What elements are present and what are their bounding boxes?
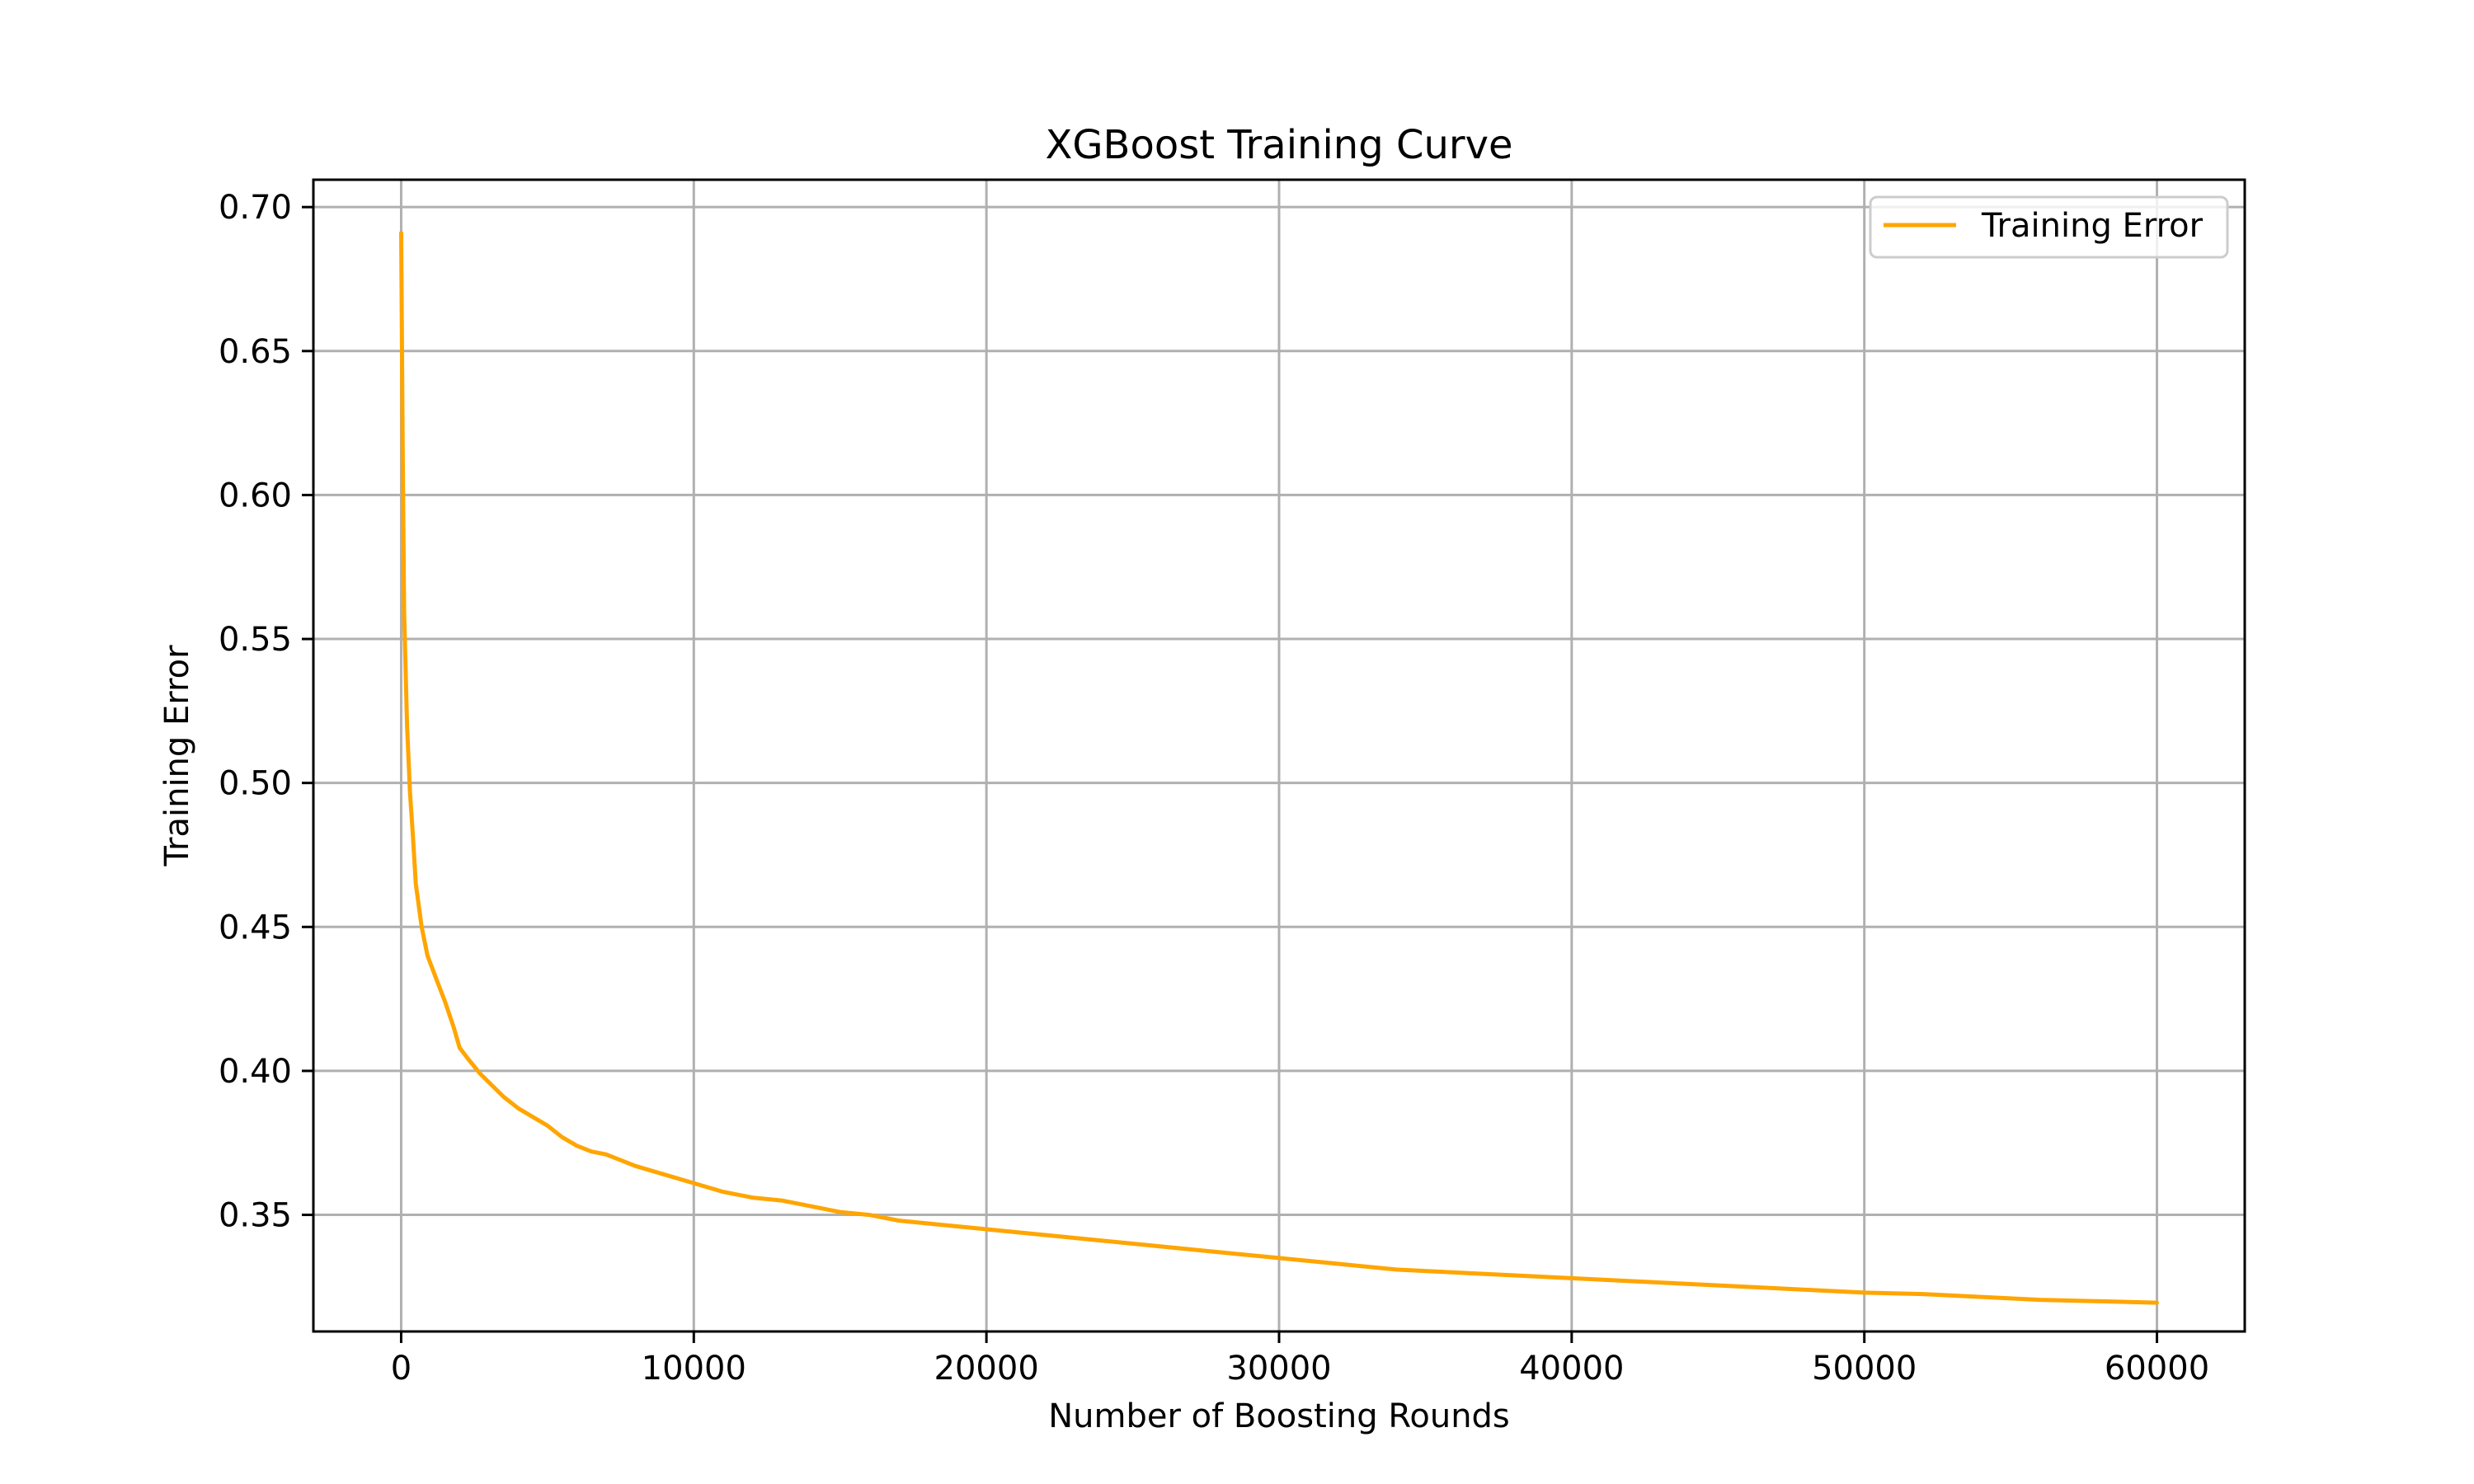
chart-title: XGBoost Training Curve <box>1045 122 1512 168</box>
y-axis-label: Training Error <box>158 645 196 867</box>
x-tick-label: 30000 <box>1226 1350 1331 1388</box>
x-axis-label: Number of Boosting Rounds <box>1048 1397 1510 1435</box>
x-tick-label: 20000 <box>934 1350 1039 1388</box>
y-tick-label: 0.55 <box>219 621 292 659</box>
x-tick-label: 10000 <box>642 1350 746 1388</box>
legend-box <box>1869 195 2229 259</box>
grid <box>313 180 2245 1331</box>
x-tick-label: 60000 <box>2105 1350 2209 1388</box>
legend-label-training-error: Training Error <box>1981 207 2204 245</box>
y-tick-label: 0.40 <box>219 1053 292 1091</box>
series-line-training-error <box>399 231 2159 1305</box>
x-tick-label: 50000 <box>1812 1350 1917 1388</box>
ticks: 0 10000 20000 30000 40000 50000 60000 0.35 0.40 0… <box>219 189 2209 1388</box>
x-tick-label: 40000 <box>1519 1350 1624 1388</box>
y-tick-label: 0.70 <box>219 189 292 227</box>
y-tick-label: 0.65 <box>219 333 292 371</box>
x-tick-label: 0 <box>391 1350 412 1388</box>
y-tick-label: 0.45 <box>219 909 292 946</box>
y-tick-label: 0.60 <box>219 477 292 514</box>
series-layer <box>399 231 2159 1305</box>
legend: Training Error <box>1869 195 2229 259</box>
y-tick-label: 0.50 <box>219 765 292 803</box>
y-tick-label: 0.35 <box>219 1197 292 1235</box>
